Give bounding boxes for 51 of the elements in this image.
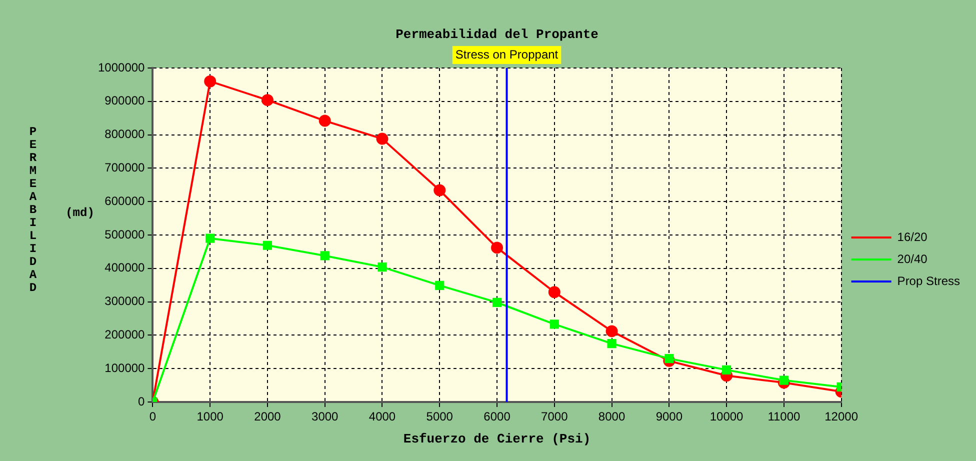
text: (md) (66, 206, 94, 220)
legend-label: 16/20 (897, 230, 928, 244)
x-tick-label: 3000 (312, 410, 339, 424)
x-tick-label: 8000 (598, 410, 626, 424)
annotation: Stress on Proppant (455, 47, 559, 62)
y-tick-label: 0 (138, 394, 146, 408)
point (206, 234, 215, 243)
point (378, 262, 387, 272)
text: PERMEABILIDAD (29, 125, 37, 295)
point (722, 365, 732, 374)
point (434, 184, 446, 196)
y-tick-label: 100000 (104, 360, 146, 375)
y-tick-label: 500000 (104, 227, 146, 242)
point (262, 240, 272, 250)
point (435, 280, 444, 290)
point (320, 251, 330, 260)
x-tick-label: 9000 (656, 410, 683, 424)
point (491, 242, 504, 254)
point (607, 339, 616, 348)
x-tick-label: 0 (149, 410, 156, 424)
point (492, 298, 502, 308)
point (376, 132, 388, 145)
y-tick-label: 800000 (104, 127, 146, 142)
y-tick-label: 400000 (104, 260, 146, 275)
y-tick-label: 300000 (104, 294, 146, 308)
x-tick-label: 2000 (254, 410, 282, 424)
point (779, 376, 788, 385)
point (261, 94, 274, 106)
chart-title: Permeabilidad del Propante (396, 27, 599, 42)
point (318, 114, 331, 127)
y-tick-label: 600000 (104, 194, 146, 208)
x-tick-label: 6000 (484, 410, 511, 424)
point (204, 75, 216, 88)
x-tick-label: 7000 (541, 410, 568, 424)
point (664, 354, 674, 364)
point (606, 325, 618, 338)
x-tick-label: 4000 (368, 410, 396, 424)
y-tick-label: 900000 (104, 94, 146, 108)
x-tick-label: 10000 (710, 410, 744, 424)
y-tick-label: 200000 (104, 328, 146, 342)
x-tick-label: 5000 (426, 410, 454, 424)
y-tick-label: 1000000 (98, 60, 146, 74)
legend-label: Prop Stress (897, 274, 960, 288)
y-tick-label: 700000 (104, 160, 146, 175)
point (550, 320, 559, 329)
x-tick-label: 11000 (768, 410, 800, 424)
point (548, 286, 560, 298)
x-tick-label: 1000 (196, 410, 224, 424)
x-axis-title: Esfuerzo de Cierre (Psi) (403, 431, 591, 446)
x-tick-label: 12000 (824, 410, 858, 424)
legend-label: 20/40 (897, 252, 928, 266)
